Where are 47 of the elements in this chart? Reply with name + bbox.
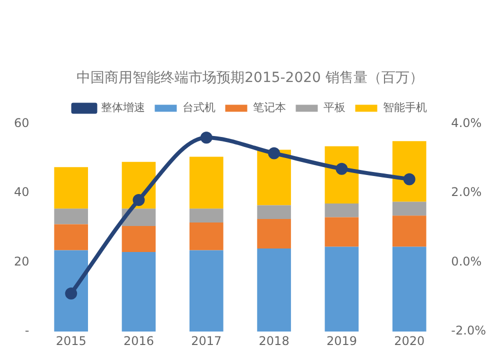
y2-tick-label: -2.0% [451,324,486,338]
legend-label: 平板 [323,101,346,114]
bar [54,167,88,209]
bar [257,150,291,206]
y2-tick-label: 4.0% [451,116,482,130]
y2-tick-label: 2.0% [451,185,482,200]
chart-title: 中国商用智能终端市场预期2015-2020 销售量（百万） [76,70,424,86]
bar [324,203,359,218]
y-tick-label: 60 [14,116,30,130]
x-tick-label: 2019 [326,334,357,348]
bar [189,250,224,332]
bar [189,208,224,223]
point [403,173,416,186]
point [65,288,78,300]
bar [257,219,291,248]
bar [324,217,359,247]
x-tick-label: 2017 [191,334,222,348]
bar [392,216,426,247]
bar [54,250,88,332]
legend-label: 台式机 [182,101,216,114]
bar [122,226,156,252]
y-tick-label: 40 [14,185,30,200]
legend-label: 笔记本 [252,101,286,114]
point [132,194,145,206]
y-tick-label: 20 [14,254,30,268]
bar [392,246,426,332]
bar [189,156,224,209]
point [336,162,348,175]
legend-label: 智能手机 [382,101,427,114]
x-tick-label: 2018 [258,334,290,348]
bar [392,141,426,202]
bar [54,208,88,224]
point [200,132,212,144]
x-tick-label: 2020 [394,334,425,348]
point [268,147,280,160]
x-tick-label: 2016 [123,334,154,348]
bar [257,205,291,220]
bar [122,252,156,332]
bar [189,222,224,250]
y-tick-label: - [24,324,30,338]
y2-tick-label: 0.0% [451,254,482,268]
bar [257,248,291,332]
legend-label: 整体增速 [100,101,145,114]
x-tick-label: 2015 [56,334,86,348]
bar [324,246,359,332]
bar [392,202,426,216]
bar [54,224,88,250]
